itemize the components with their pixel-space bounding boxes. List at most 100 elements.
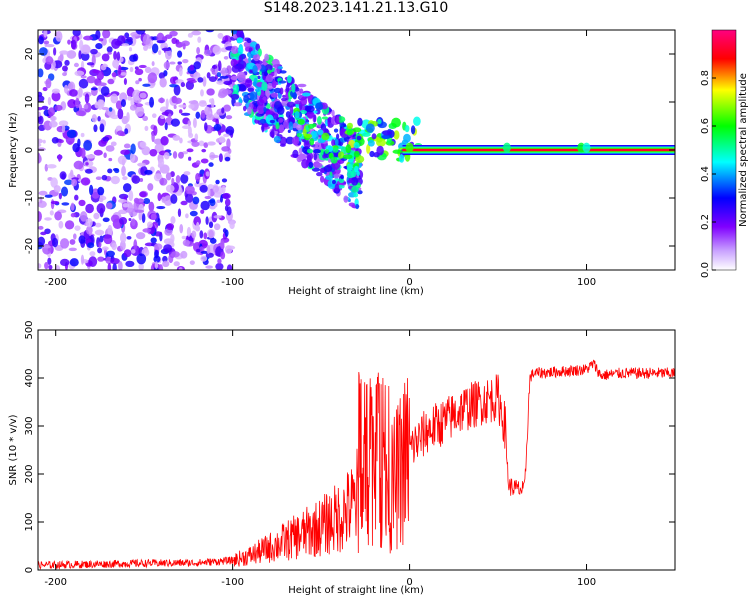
heat-cell (80, 177, 91, 186)
heat-cell (224, 245, 233, 254)
heat-cell (110, 93, 119, 104)
heat-cell (343, 195, 349, 203)
heat-cell (107, 224, 113, 236)
heat-cell (50, 177, 58, 188)
heat-cell (203, 142, 209, 149)
heat-cell (203, 49, 212, 56)
heat-cell (217, 32, 224, 39)
heat-cell (47, 96, 52, 106)
heat-cell (252, 53, 261, 62)
heat-cell (169, 61, 176, 65)
heat-cell (345, 144, 352, 154)
heat-cell (165, 98, 169, 109)
heat-cell (38, 138, 43, 144)
heat-cell (303, 140, 312, 148)
colorbar-tick-label: 0.2 (700, 214, 711, 230)
heat-cell (237, 46, 244, 55)
heat-cell (38, 115, 44, 125)
heat-cell (301, 158, 309, 169)
heat-cell (180, 250, 188, 259)
heat-cell (171, 177, 175, 185)
colorbar-tick-label: 0.4 (700, 166, 711, 182)
heat-cell (144, 66, 152, 74)
heat-cell (161, 47, 172, 52)
heat-cell (86, 62, 95, 66)
heat-cell (401, 139, 409, 145)
heat-cell (180, 173, 189, 184)
heat-cell (193, 61, 201, 70)
heat-cell (200, 158, 209, 164)
heat-cell (158, 50, 162, 56)
heat-cell (203, 232, 208, 240)
heat-cell (73, 160, 84, 170)
heat-cell (164, 122, 168, 131)
heat-cell (298, 147, 303, 155)
heat-cell (78, 199, 86, 207)
colorbar: 0.0 0.2 0.4 0.6 0.8 Normalized spectral ampl… (700, 29, 749, 278)
heat-cell (125, 260, 135, 268)
heat-cell (317, 129, 324, 136)
heat-cell (186, 226, 192, 237)
heat-cell (107, 263, 112, 270)
heat-cell (160, 136, 169, 146)
heat-cell (95, 30, 101, 40)
heat-cell (130, 249, 136, 254)
heat-cell (340, 174, 344, 180)
heat-cell (102, 30, 111, 39)
heat-cell (98, 139, 107, 147)
heat-cell (151, 43, 159, 54)
heat-cell (231, 65, 241, 73)
spectrogram-y-tick-label: 20 (24, 48, 35, 61)
heat-cell (295, 124, 303, 131)
heat-cell (196, 248, 201, 253)
heat-cell (164, 201, 170, 206)
heat-cell (128, 190, 134, 202)
heat-cell (230, 93, 240, 100)
heat-cell (98, 85, 102, 92)
heat-cell (342, 154, 353, 160)
heat-cell (42, 139, 46, 144)
heat-cell (110, 257, 120, 265)
heat-cell (170, 233, 175, 244)
heat-cell (209, 198, 216, 207)
heat-cell (221, 185, 226, 194)
heat-cell (279, 70, 287, 74)
heat-cell (158, 97, 166, 104)
heat-cell (66, 129, 77, 139)
heat-cell (156, 205, 166, 210)
heat-cell (102, 217, 110, 223)
heat-cell (367, 139, 375, 147)
heat-cell (331, 139, 335, 147)
heat-cell (97, 247, 103, 254)
snr-x-tick-label: 100 (577, 577, 596, 588)
colorbar-tick-label: 0.6 (700, 118, 711, 134)
heat-cell (50, 115, 57, 122)
heat-cell (316, 115, 322, 125)
heat-cell (151, 61, 155, 67)
heat-cell (230, 52, 240, 57)
heat-cell (149, 148, 158, 157)
heat-cell (313, 114, 317, 123)
heat-cell (121, 165, 126, 177)
heat-cell (213, 215, 222, 219)
heat-cell (278, 117, 284, 123)
heat-cell (204, 106, 210, 116)
heat-cell (215, 262, 224, 270)
heat-cell (285, 136, 295, 145)
heat-cell (200, 250, 209, 254)
heat-cell (103, 234, 113, 245)
heat-cell (111, 72, 117, 78)
heat-cell (89, 184, 94, 196)
heat-cell (226, 264, 233, 270)
heat-cell (142, 228, 152, 233)
heat-cell (197, 36, 202, 43)
colorbar-label: Normalized spectral amplitude (738, 73, 749, 227)
heat-cell (393, 130, 400, 140)
heat-cell (274, 68, 278, 78)
heat-cell (74, 70, 85, 77)
snr-panel: -200 -100 0 100 0 100 200 300 400 500 Height of … (8, 320, 676, 596)
heat-cell (299, 88, 304, 94)
heat-cell (78, 50, 82, 60)
heat-cell (150, 237, 157, 244)
heat-cell (158, 72, 166, 79)
